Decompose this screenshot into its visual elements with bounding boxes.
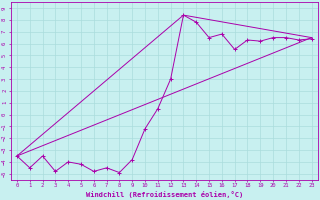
X-axis label: Windchill (Refroidissement éolien,°C): Windchill (Refroidissement éolien,°C)	[86, 191, 243, 198]
